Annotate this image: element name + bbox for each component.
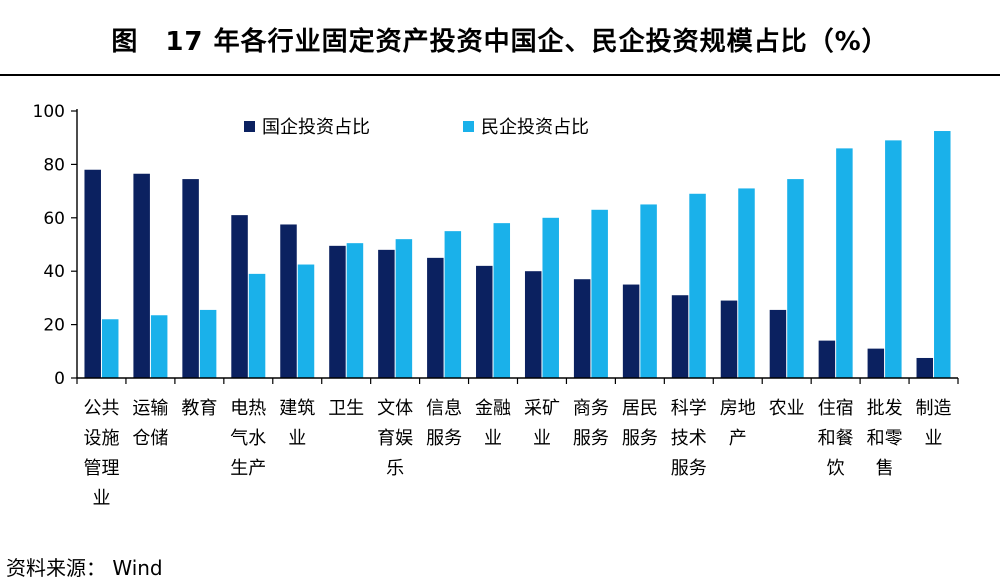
x-category-label: 公共设施管理业	[83, 398, 119, 509]
bar-private	[738, 188, 755, 378]
bar-private	[248, 273, 266, 378]
x-category-label: 信息服务	[426, 398, 462, 449]
bar-soe	[916, 357, 934, 378]
x-category-label: 建筑业	[279, 398, 315, 449]
x-category-label: 房地产	[720, 398, 756, 449]
x-category-label: 文体育娱乐	[377, 398, 413, 479]
x-category-label: 批发和零售	[867, 398, 903, 479]
legend: 国企投资占比 民企投资占比	[244, 117, 589, 138]
bar-private	[346, 243, 364, 378]
x-category-label: 采矿业	[524, 398, 560, 449]
bar-private	[493, 223, 511, 378]
y-tick-label: 80	[43, 155, 65, 175]
bar-private	[542, 217, 559, 378]
y-axis-ticks: 0 20 40 60 80 100	[33, 102, 77, 389]
bar-private	[444, 231, 462, 378]
bar-private	[199, 309, 217, 378]
x-category-label: 制造业	[916, 398, 952, 449]
bar-private	[787, 179, 804, 378]
bar-soe	[84, 169, 101, 378]
x-category-label: 卫生	[328, 398, 364, 419]
bar-soe	[476, 265, 493, 378]
x-category-label: 住宿和餐饮	[818, 398, 854, 479]
legend-swatch	[463, 121, 474, 132]
legend-label: 民企投资占比	[481, 117, 589, 138]
bar-soe	[280, 224, 297, 378]
figure-title: 图 17 年各行业固定资产投资中国企、民企投资规模占比（%）	[111, 26, 889, 57]
bar-soe	[818, 340, 836, 378]
axes	[76, 109, 959, 384]
bar-private	[591, 209, 608, 378]
bar-private	[689, 193, 706, 378]
bar-soe	[182, 179, 199, 378]
bar-soe	[769, 309, 787, 378]
y-tick-label: 100	[33, 102, 65, 122]
bar-private	[836, 148, 853, 378]
source-note: 资料来源： Wind	[6, 556, 163, 580]
bar-soe	[671, 295, 689, 378]
bar-private	[934, 131, 951, 378]
bar-private	[150, 315, 168, 378]
x-category-label: 运输仓储	[132, 398, 168, 449]
y-tick-label: 40	[43, 262, 65, 282]
bar-soe	[867, 348, 885, 378]
x-category-label: 科学技术服务	[671, 398, 707, 479]
bar-private	[101, 319, 119, 378]
bar-private	[640, 204, 657, 378]
y-tick-label: 20	[43, 316, 65, 336]
bar-private	[297, 264, 315, 378]
y-tick-label: 0	[54, 369, 65, 389]
x-category-label: 电热气水生产	[230, 398, 266, 479]
x-category-label: 农业	[769, 398, 805, 419]
x-category-label: 商务服务	[573, 398, 609, 449]
bar-soe	[524, 271, 542, 378]
y-tick-label: 60	[43, 209, 65, 229]
bar-soe	[329, 245, 346, 378]
bar-soe	[378, 249, 395, 378]
bar-private	[885, 140, 902, 378]
bar-soe	[720, 300, 738, 378]
bars	[84, 131, 951, 378]
bar-soe	[573, 279, 591, 378]
legend-swatch	[244, 121, 255, 132]
bar-soe	[622, 284, 640, 378]
bar-soe	[427, 257, 444, 378]
x-category-label: 金融业	[475, 398, 511, 449]
bar-soe	[133, 173, 150, 378]
bar-private	[395, 239, 413, 378]
title-divider	[0, 74, 1000, 76]
x-category-label: 居民服务	[622, 398, 658, 449]
x-category-label: 教育	[181, 398, 217, 419]
bar-soe	[231, 215, 248, 378]
legend-label: 国企投资占比	[262, 117, 370, 138]
